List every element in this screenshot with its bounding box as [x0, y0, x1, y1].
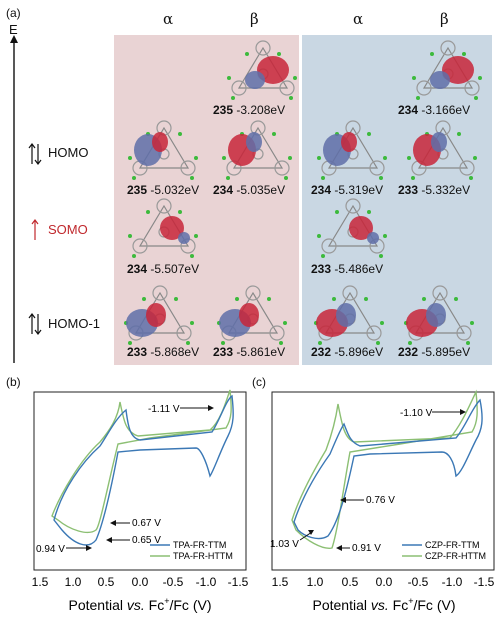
spin-up-arrow-somo [31, 219, 39, 240]
orbital-image-233-alpha-somo [316, 198, 388, 259]
orbital-image-233-beta-homo-1 [216, 285, 288, 346]
level-233-beta-homo: 233 -5.332eV [398, 183, 471, 197]
energy-axis-label: E [9, 22, 18, 37]
header-beta-left: β [250, 10, 259, 28]
cv-curve-tpa-fr-ttm [53, 394, 234, 546]
plot-frame-b [33, 391, 247, 571]
xtick-1.0-c: 1.0 [307, 575, 324, 589]
orbital-image-233-beta-homo [406, 120, 478, 181]
orbital-image-235-beta-lumo [226, 40, 298, 101]
xtick-0.0: 0.0 [132, 575, 149, 589]
annotation-0.94v: 0.94 V [36, 544, 65, 555]
xtick-minus-0.5: -0.5 [163, 575, 184, 589]
cv-plot-b: -1.11 V 0.67 V 0.65 V 0.94 V TPA-FR-TTM … [32, 389, 249, 613]
cv-plot-c: -1.10 V 0.76 V 1.03 V 0.91 V CZP-FR-TTM … [270, 389, 495, 613]
xtick-1.0: 1.0 [65, 575, 82, 589]
label-somo: SOMO [48, 222, 88, 237]
annotation-minus-1.11v: -1.11 V [148, 404, 180, 415]
annotation-0.65v: 0.65 V [132, 535, 161, 546]
level-235-beta-lumo: 235 -3.208eV [213, 103, 286, 117]
orbital-image-234-alpha-homo [316, 120, 388, 181]
xtick-minus-1.0: -1.0 [196, 575, 217, 589]
orbital-image-235-alpha-homo [127, 120, 199, 181]
annotation-0.67v: 0.67 V [132, 518, 161, 529]
xtick-1.5: 1.5 [32, 575, 49, 589]
panel-label-b: (b) [6, 375, 21, 389]
annotation-1.03v: 1.03 V [270, 539, 299, 550]
legend-czp-fr-httm: CZP-FR-HTTM [425, 551, 486, 561]
cv-curve-czp-fr-ttm [293, 398, 483, 540]
xtick-0.0-c: 0.0 [376, 575, 393, 589]
orbital-image-232-alpha-homo-1 [313, 285, 385, 346]
annotation-0.91v: 0.91 V [352, 543, 381, 554]
orbital-image-234-beta-lumo [411, 40, 483, 101]
annotation-minus-1.10v: -1.10 V [400, 408, 433, 419]
level-235-alpha-homo: 235 -5.032eV [127, 183, 200, 197]
panel-label-a: (a) [6, 6, 21, 20]
level-234-beta-lumo: 234 -3.166eV [398, 103, 471, 117]
annotation-0.76v: 0.76 V [366, 495, 395, 506]
orbital-image-234-alpha-somo [127, 198, 199, 259]
level-234-alpha-somo: 234 -5.507eV [127, 262, 200, 276]
header-beta-right: β [440, 10, 449, 28]
level-234-beta-homo: 234 -5.035eV [213, 183, 286, 197]
legend-tpa-fr-ttm: TPA-FR-TTM [173, 540, 226, 550]
xtick-0.5-c: 0.5 [342, 575, 359, 589]
cv-curve-czp-fr-httm [291, 389, 478, 549]
xtick-0.5: 0.5 [98, 575, 115, 589]
header-alpha-left: α [163, 10, 174, 28]
orbital-image-234-beta-homo [221, 120, 293, 181]
legend-tpa-fr-httm: TPA-FR-HTTM [173, 551, 233, 561]
xlabel-b: Potential vs. Fc+/Fc (V) [69, 596, 212, 613]
spin-pair-arrows-homo [28, 143, 42, 165]
level-232-alpha-homo-1: 232 -5.896eV [311, 345, 384, 359]
xtick-minus-1.5-c: -1.5 [474, 575, 495, 589]
xtick-minus-1.0-c: -1.0 [442, 575, 463, 589]
level-232-beta-homo-1: 232 -5.895eV [398, 345, 471, 359]
panel-label-c: (c) [252, 375, 266, 389]
orbital-image-233-alpha-homo-1 [123, 285, 195, 346]
level-234-alpha-homo: 234 -5.319eV [311, 183, 384, 197]
xlabel-c: Potential vs. Fc+/Fc (V) [313, 596, 456, 613]
legend-czp-fr-ttm: CZP-FR-TTM [425, 540, 479, 550]
plot-frame-c [271, 391, 495, 571]
orbital-image-232-beta-homo-1 [403, 285, 475, 346]
label-homo-1: HOMO-1 [48, 316, 100, 331]
xtick-1.5-c: 1.5 [272, 575, 289, 589]
spin-pair-arrows-homo-1 [28, 313, 42, 335]
level-233-alpha-homo-1: 233 -5.868eV [127, 345, 200, 359]
cv-curve-tpa-fr-httm [51, 389, 232, 534]
level-233-alpha-somo: 233 -5.486eV [311, 262, 384, 276]
level-233-beta-homo-1: 233 -5.861eV [213, 345, 286, 359]
label-homo: HOMO [48, 145, 89, 160]
xtick-minus-1.5: -1.5 [228, 575, 249, 589]
energy-axis-arrow [10, 35, 18, 363]
xtick-minus-0.5-c: -0.5 [408, 575, 429, 589]
header-alpha-right: α [353, 10, 364, 28]
